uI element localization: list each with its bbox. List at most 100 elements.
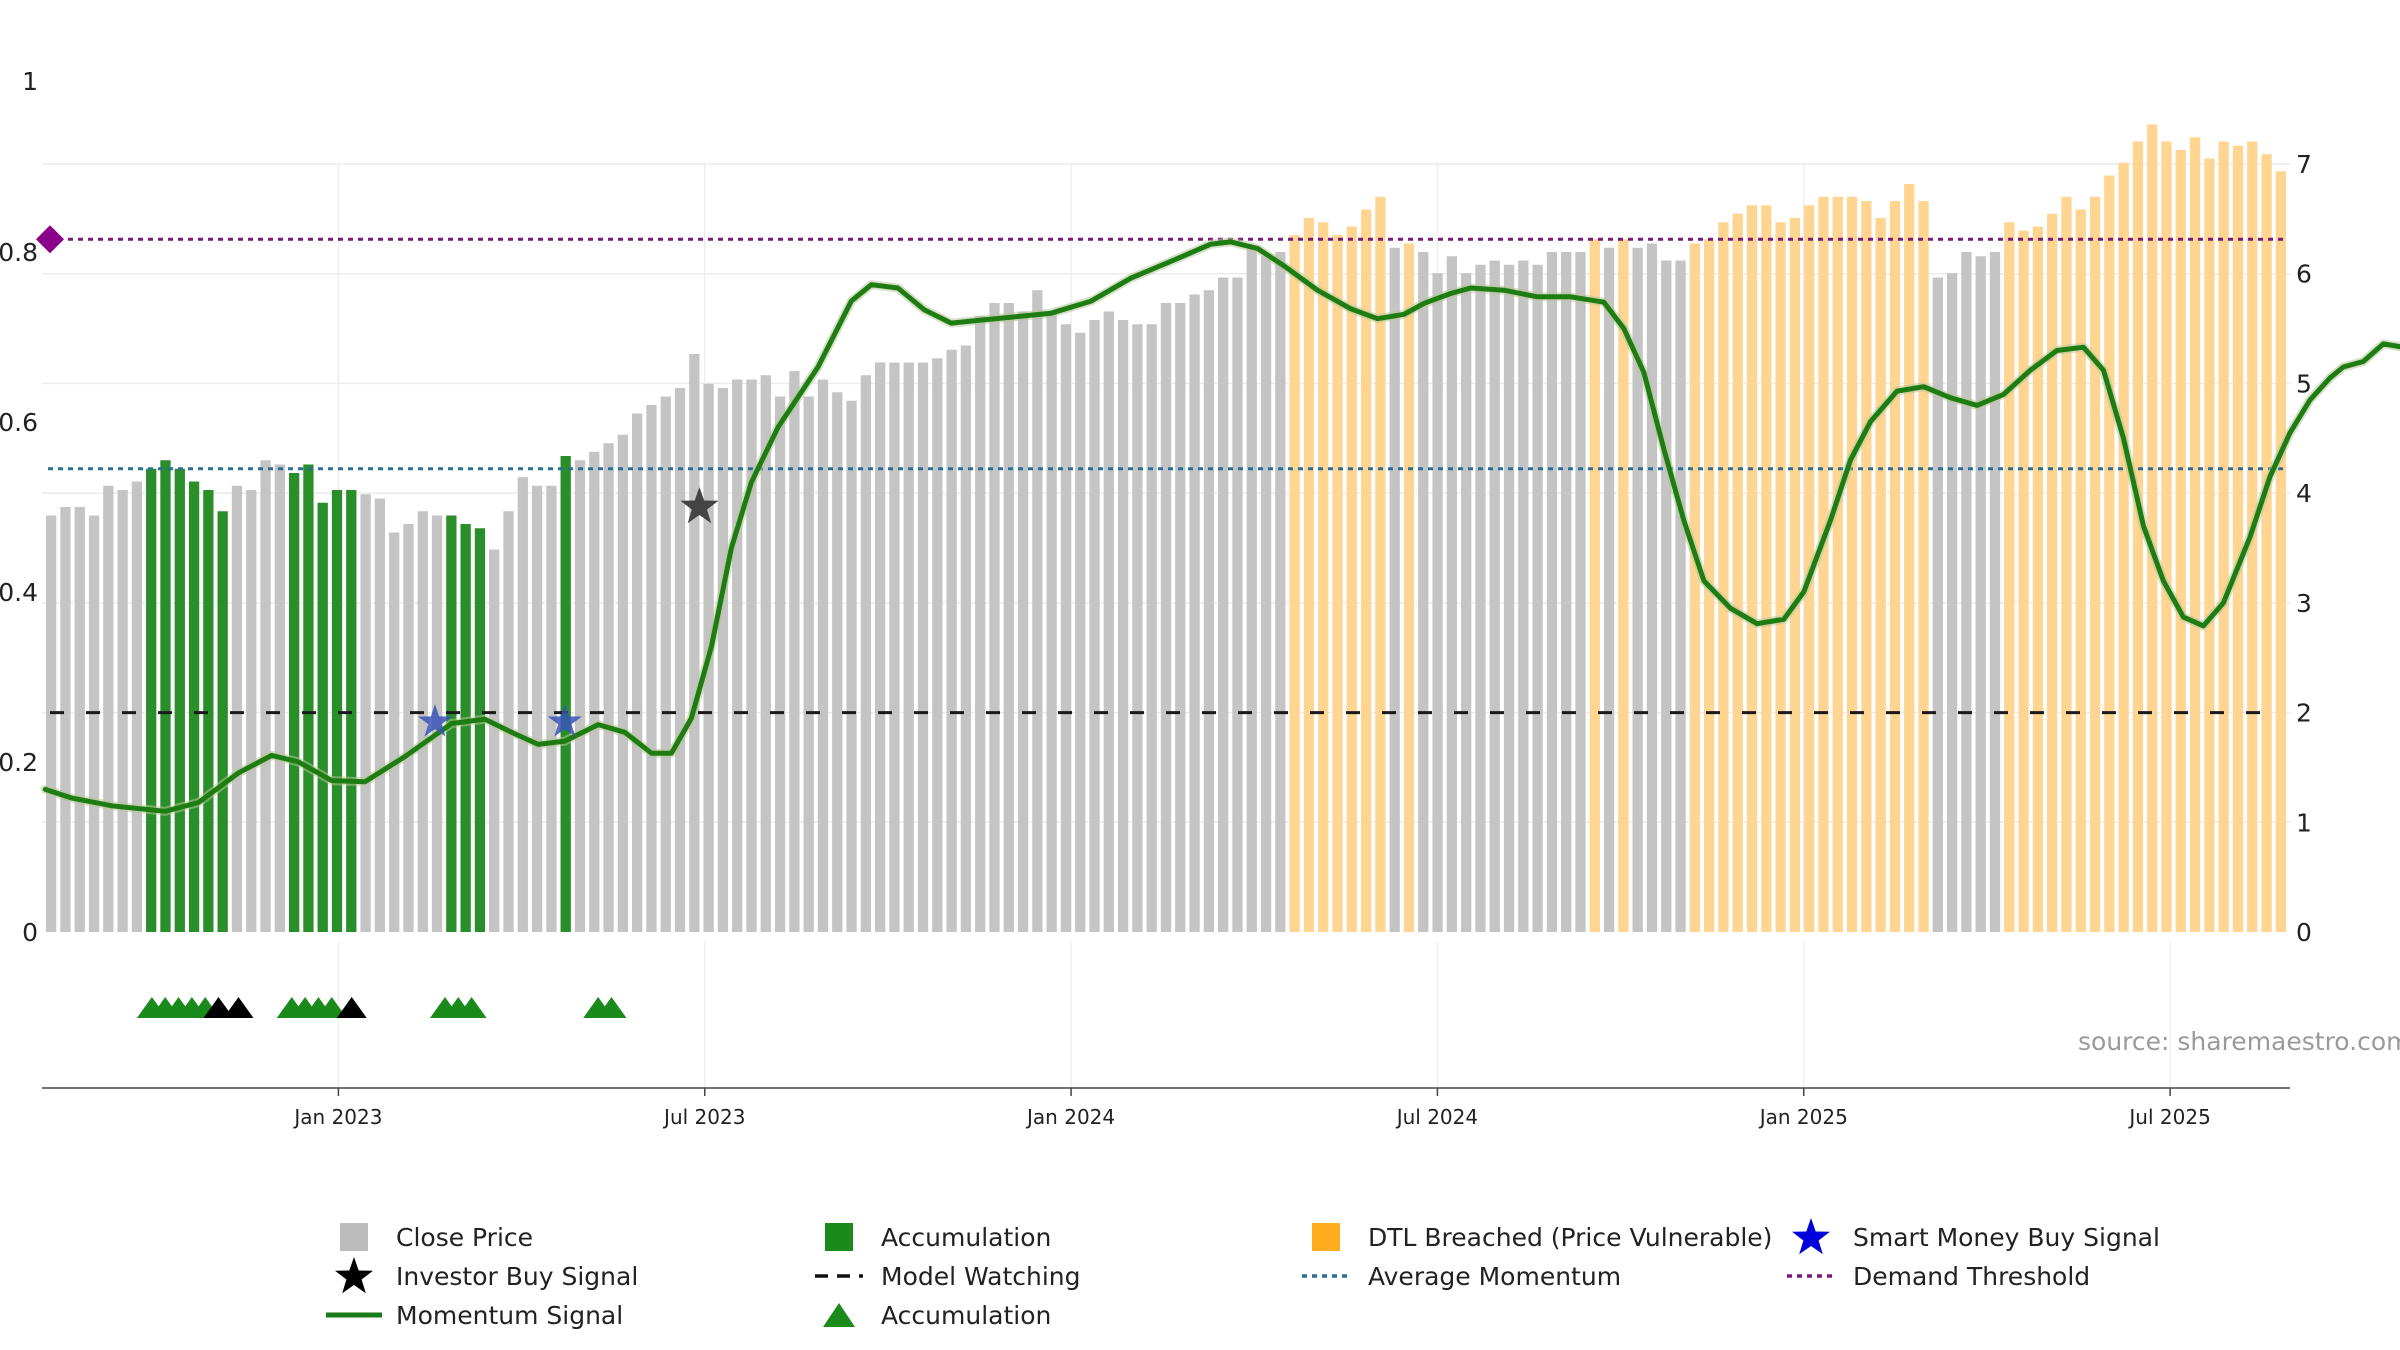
bar-93 xyxy=(1375,196,1386,932)
bar-85 xyxy=(1260,256,1272,932)
bar-71 xyxy=(1060,324,1072,932)
bar-114 xyxy=(1675,260,1686,932)
legend-label-8: Momentum Signal xyxy=(396,1301,623,1330)
legend-label-2: DTL Breached (Price Vulnerable) xyxy=(1368,1223,1772,1252)
bar-86 xyxy=(1275,252,1286,932)
bar-19 xyxy=(317,502,328,932)
bar-60 xyxy=(903,362,914,932)
left-tick-label-4: 0.8 xyxy=(0,238,38,267)
bar-147 xyxy=(2147,124,2158,932)
legend-triangle-9 xyxy=(823,1303,855,1327)
bar-63 xyxy=(946,349,957,932)
bar-82 xyxy=(1218,277,1229,932)
bar-109 xyxy=(1603,247,1615,932)
accumulation-triangle-black-0 xyxy=(203,997,234,1018)
bar-33 xyxy=(517,477,528,932)
bar-72 xyxy=(1075,332,1086,932)
bar-23 xyxy=(374,498,386,932)
bar-51 xyxy=(774,396,786,932)
bar-70 xyxy=(1046,311,1057,932)
bar-30 xyxy=(474,528,486,932)
bar-139 xyxy=(2032,226,2044,932)
legend-label-1: Accumulation xyxy=(881,1223,1051,1252)
bar-125 xyxy=(1832,196,1843,932)
bar-55 xyxy=(832,392,843,932)
bar-14 xyxy=(246,490,257,932)
bar-97 xyxy=(1432,273,1443,932)
bar-32 xyxy=(503,511,514,932)
legend-label-0: Close Price xyxy=(396,1223,533,1252)
bar-119 xyxy=(1746,205,1758,932)
bar-115 xyxy=(1689,243,1700,932)
bar-143 xyxy=(2089,196,2101,932)
bar-127 xyxy=(1861,201,1872,932)
bar-111 xyxy=(1632,247,1643,932)
bar-37 xyxy=(574,460,586,932)
bar-152 xyxy=(2218,141,2229,932)
bar-38 xyxy=(589,451,600,932)
bar-104 xyxy=(1532,264,1543,932)
legend-label-4: Investor Buy Signal xyxy=(396,1262,638,1291)
bar-108 xyxy=(1589,239,1600,932)
bar-107 xyxy=(1575,252,1586,932)
bar-39 xyxy=(603,443,614,932)
bar-10 xyxy=(188,481,200,932)
demand-threshold-marker xyxy=(36,225,64,254)
bar-29 xyxy=(460,524,471,932)
bar-94 xyxy=(1389,247,1400,932)
bar-31 xyxy=(489,549,500,932)
bar-2 xyxy=(74,507,85,932)
bar-58 xyxy=(874,362,886,932)
bar-34 xyxy=(531,485,543,932)
bar-132 xyxy=(1932,277,1943,932)
left-tick-label-0: 0 xyxy=(22,918,38,947)
bar-141 xyxy=(2061,196,2072,932)
legend-label-3: Smart Money Buy Signal xyxy=(1853,1223,2160,1252)
bar-6 xyxy=(131,481,143,932)
bar-5 xyxy=(117,490,128,932)
bar-156 xyxy=(2275,171,2286,932)
legend-item-4: Investor Buy Signal xyxy=(335,1257,638,1294)
bar-73 xyxy=(1089,320,1100,932)
right-tick-label-7: 7 xyxy=(2296,150,2312,179)
bar-8 xyxy=(160,460,171,932)
bar-75 xyxy=(1117,320,1129,932)
legend-layer: Close Price Accumulation DTL Breached (Pri… xyxy=(326,1218,2160,1330)
bar-81 xyxy=(1203,290,1215,932)
bar-41 xyxy=(632,413,643,932)
bar-69 xyxy=(1032,290,1043,932)
bar-80 xyxy=(1189,294,1200,932)
right-tick-label-6: 6 xyxy=(2296,260,2312,289)
legend-star-3 xyxy=(1792,1218,1830,1255)
bar-89 xyxy=(1318,222,1329,932)
bar-64 xyxy=(960,345,972,932)
bar-136 xyxy=(1989,252,2001,932)
bar-47 xyxy=(717,388,729,932)
bar-74 xyxy=(1103,311,1114,932)
accumulation-triangle-13 xyxy=(596,997,627,1018)
bar-129 xyxy=(1889,201,1901,932)
bar-53 xyxy=(803,396,814,932)
legend-label-9: Accumulation xyxy=(881,1301,1051,1330)
legend-label-7: Demand Threshold xyxy=(1853,1262,2090,1291)
right-tick-label-4: 4 xyxy=(2296,479,2312,508)
bar-9 xyxy=(174,468,185,932)
left-tick-label-top: 1 xyxy=(22,67,38,96)
bar-78 xyxy=(1160,303,1172,932)
right-tick-label-3: 3 xyxy=(2296,589,2312,618)
bar-126 xyxy=(1846,196,1858,932)
bar-61 xyxy=(917,362,929,932)
legend-swatch-0 xyxy=(340,1223,368,1251)
bar-90 xyxy=(1332,235,1343,932)
bar-65 xyxy=(975,315,986,932)
left-tick-label-1: 0.2 xyxy=(0,748,38,777)
reference-lines-layer xyxy=(36,225,2286,715)
bar-153 xyxy=(2232,145,2244,932)
bar-130 xyxy=(1904,184,1915,932)
bar-11 xyxy=(203,490,214,932)
bar-40 xyxy=(617,434,629,932)
bar-105 xyxy=(1546,252,1558,932)
bar-76 xyxy=(1132,324,1143,932)
